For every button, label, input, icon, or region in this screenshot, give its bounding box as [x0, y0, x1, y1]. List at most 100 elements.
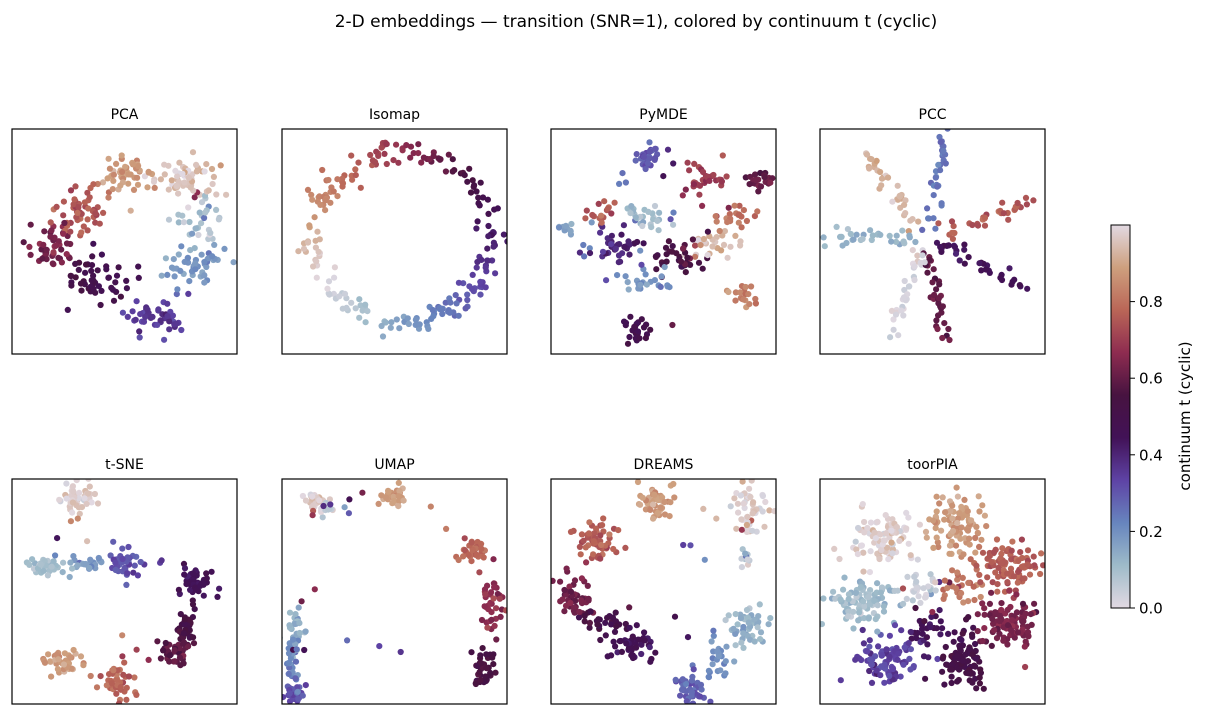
- scatter-point: [164, 300, 171, 307]
- scatter-point: [657, 283, 664, 290]
- scatter-point: [593, 525, 600, 532]
- scatter-point: [961, 241, 968, 248]
- scatter-point: [861, 518, 868, 526]
- scatter-point: [949, 502, 956, 509]
- scatter-point: [932, 174, 939, 181]
- scatter-point: [686, 167, 693, 174]
- scatter-point: [1017, 549, 1024, 556]
- scatter-point: [455, 556, 462, 564]
- scatter-point: [117, 684, 124, 691]
- scatter-point: [185, 290, 192, 297]
- scatter-point: [998, 600, 1005, 607]
- scatter-point: [58, 259, 65, 266]
- scatter-point: [93, 684, 101, 691]
- scatter-point: [97, 673, 104, 680]
- scatter-point: [576, 249, 584, 256]
- scatter-point: [485, 233, 492, 240]
- scatter-point: [724, 254, 731, 261]
- scatter-point: [304, 186, 312, 193]
- scatter-point: [294, 688, 301, 695]
- scatter-point: [638, 641, 645, 648]
- scatter-point: [327, 501, 334, 508]
- scatter-point: [865, 615, 872, 622]
- scatter-point: [484, 257, 491, 264]
- scatter-point: [620, 222, 628, 229]
- scatter-point: [84, 216, 91, 223]
- scatter-point: [679, 676, 686, 683]
- scatter-point: [482, 264, 489, 271]
- subplot-umap: UMAP: [281, 457, 508, 705]
- scatter-point: [142, 313, 149, 321]
- scatter-point: [315, 248, 322, 255]
- scatter-point: [87, 184, 94, 192]
- scatter-point: [334, 193, 341, 200]
- scatter-point: [1031, 600, 1038, 607]
- scatter-point: [738, 224, 745, 231]
- scatter-point: [326, 291, 333, 298]
- scatter-point: [352, 172, 359, 179]
- scatter-point: [986, 600, 994, 608]
- scatter-point: [132, 316, 139, 323]
- scatter-point: [735, 211, 742, 218]
- scatter-point: [567, 228, 574, 235]
- scatter-point: [301, 646, 308, 654]
- scatter-point: [980, 685, 987, 692]
- scatter-point: [933, 625, 940, 632]
- scatter-point: [761, 174, 768, 181]
- scatter-point: [654, 217, 661, 224]
- scatter-point: [180, 219, 187, 226]
- scatter-point: [125, 543, 132, 551]
- scatter-point: [468, 649, 475, 656]
- scatter-point: [750, 499, 757, 506]
- scatter-point: [502, 607, 507, 614]
- scatter-point: [874, 602, 881, 609]
- scatter-point: [900, 661, 907, 668]
- scatter-point: [99, 179, 107, 186]
- scatter-point: [460, 553, 467, 560]
- scatter-point: [600, 515, 607, 522]
- scatter-point: [484, 196, 491, 203]
- scatter-point: [479, 645, 486, 652]
- scatter-point: [883, 530, 890, 537]
- scatter-point: [97, 301, 104, 309]
- scatter-point: [603, 277, 610, 284]
- scatter-point: [221, 245, 228, 252]
- scatter-point: [123, 684, 130, 691]
- scatter-point: [469, 286, 476, 293]
- scatter-point: [614, 272, 621, 279]
- scatter-point: [571, 577, 579, 584]
- scatter-point: [294, 684, 301, 691]
- scatter-point: [477, 179, 484, 186]
- scatter-point: [47, 233, 54, 240]
- scatter-point: [936, 500, 943, 507]
- scatter-point: [190, 640, 198, 647]
- scatter-point: [897, 673, 904, 680]
- scatter-point: [586, 245, 593, 252]
- scatter-point: [608, 210, 615, 217]
- scatter-point: [586, 619, 594, 627]
- scatter-point: [974, 628, 981, 635]
- scatter-point: [181, 616, 188, 623]
- scatter-point: [86, 564, 93, 572]
- scatter-point: [326, 496, 333, 503]
- scatter-point: [166, 318, 173, 325]
- scatter-point: [748, 479, 755, 484]
- scatter-point: [430, 153, 437, 160]
- scatter-point: [74, 515, 81, 522]
- scatter-point: [958, 503, 965, 510]
- scatter-point: [896, 537, 903, 545]
- scatter-point: [144, 306, 151, 313]
- scatter-point: [201, 279, 208, 286]
- scatter-point: [998, 550, 1005, 558]
- scatter-point: [935, 295, 943, 302]
- scatter-point: [568, 220, 575, 228]
- scatter-point: [120, 671, 127, 678]
- scatter-point: [671, 494, 678, 501]
- scatter-point: [149, 313, 156, 320]
- scatter-point: [886, 653, 893, 661]
- scatter-point: [557, 578, 564, 585]
- scatter-point: [166, 652, 173, 659]
- scatter-point: [959, 574, 966, 582]
- scatter-point: [125, 673, 133, 680]
- scatter-point: [618, 231, 625, 238]
